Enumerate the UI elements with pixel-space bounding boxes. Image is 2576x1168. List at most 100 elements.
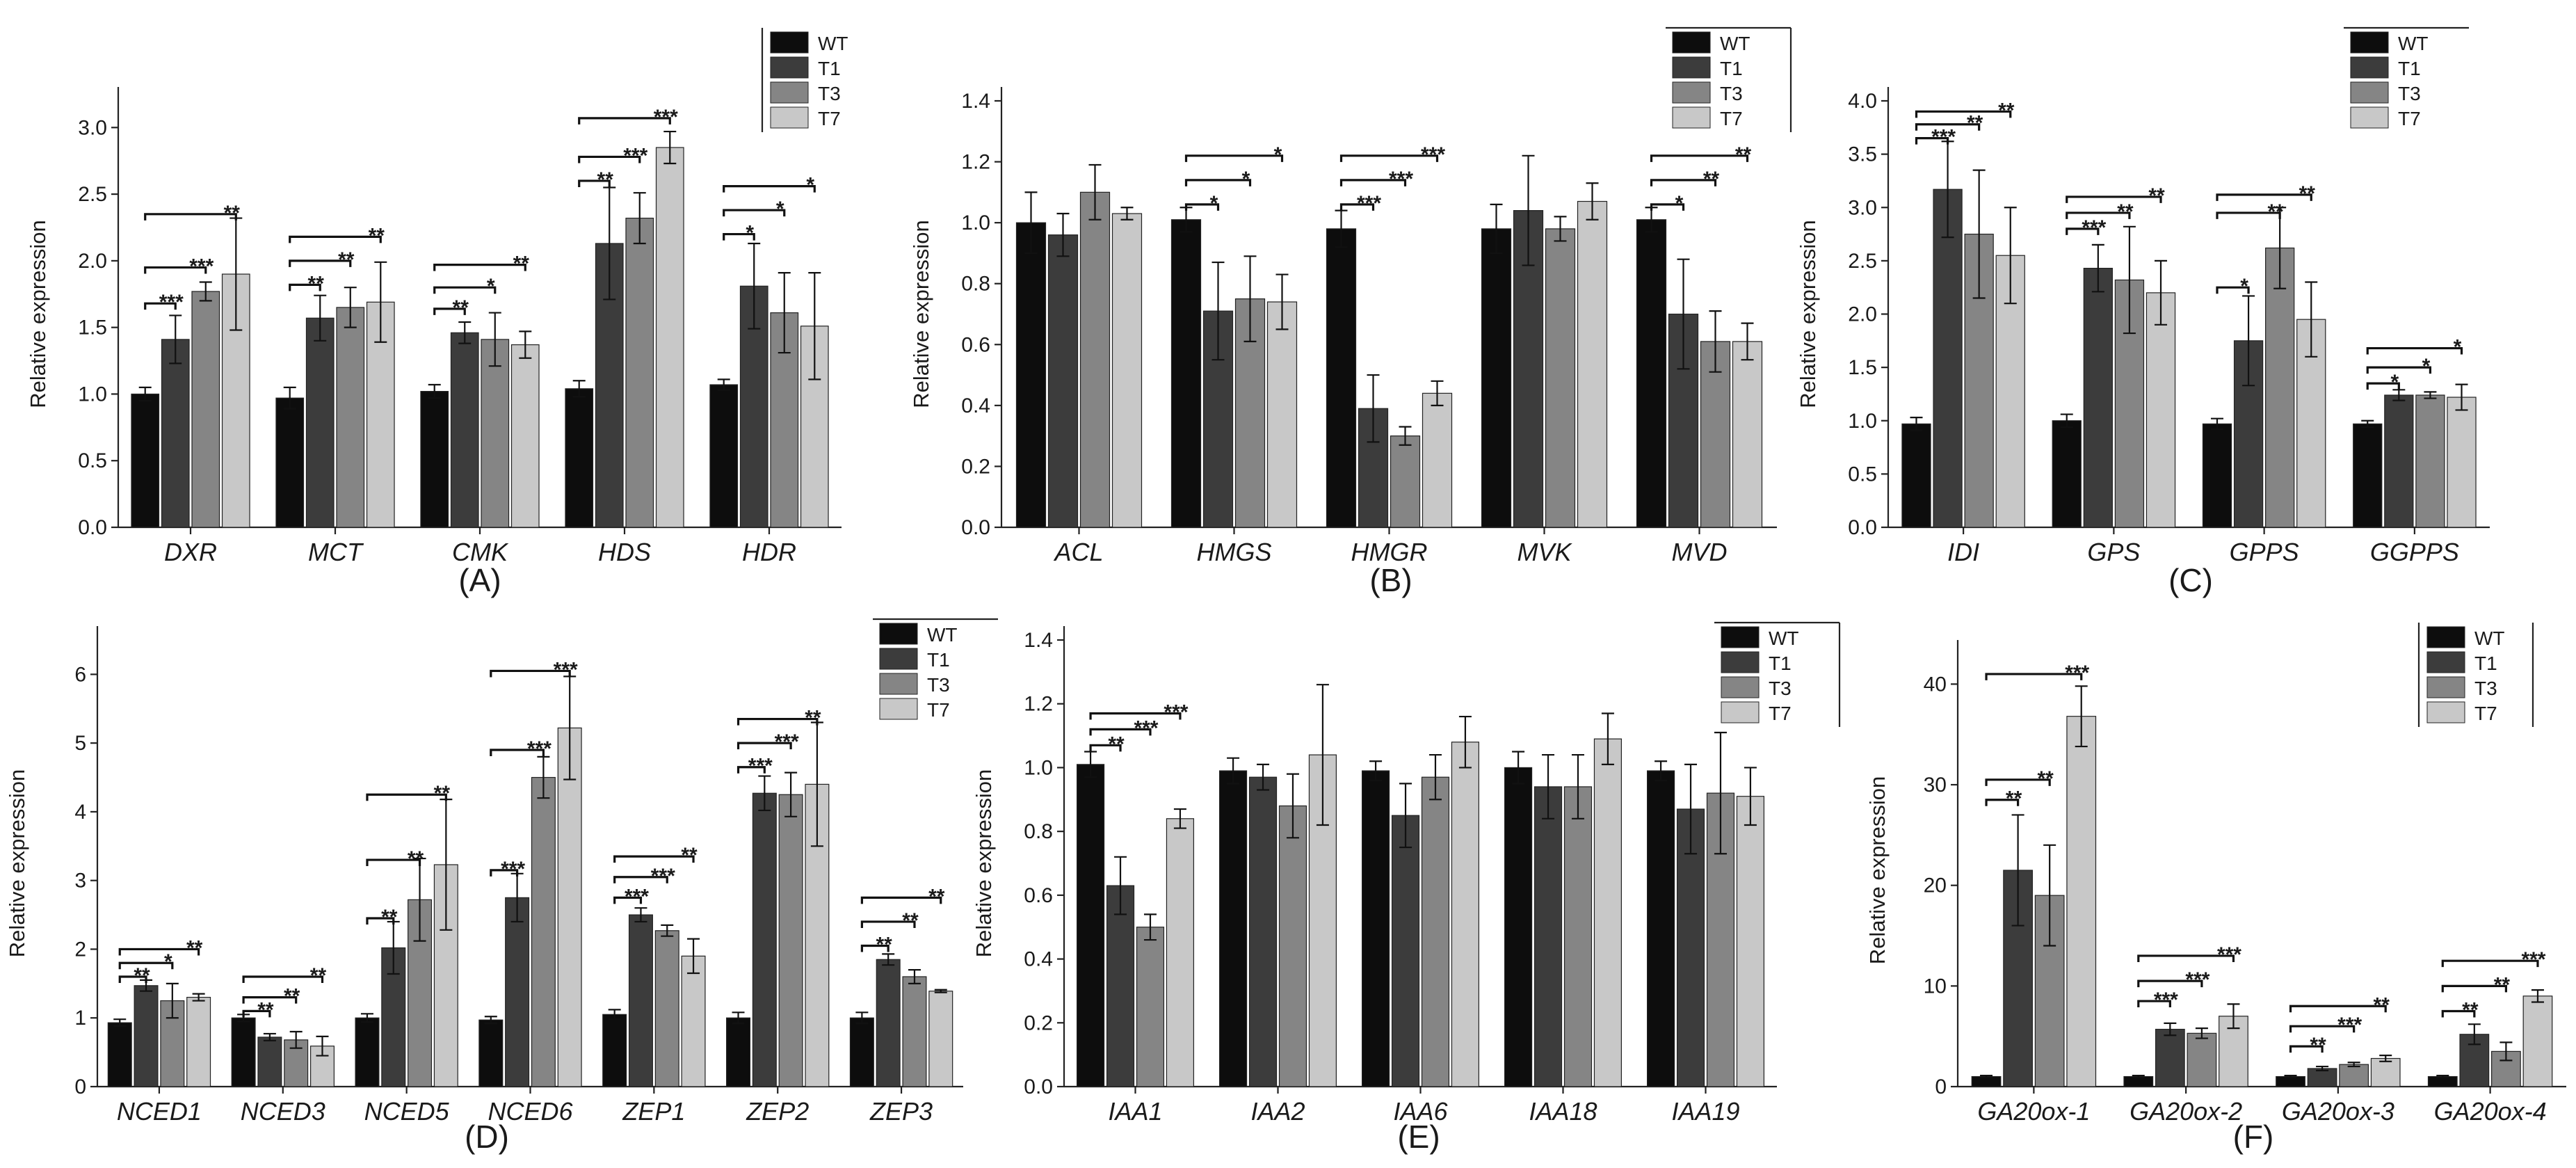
category-label: HMGR <box>1351 538 1428 566</box>
legend: WT T1 T3 T7 <box>1666 26 1792 132</box>
bar-wt <box>1326 228 1357 528</box>
category-label: IAA1 <box>1108 1097 1162 1126</box>
bar-t7 <box>2447 397 2477 528</box>
significance-bracket <box>490 669 571 678</box>
bar-wt <box>1901 423 1931 528</box>
significance-bracket <box>2216 193 2312 201</box>
legend-label: T7 <box>1769 703 1792 724</box>
bar-t3 <box>2187 1032 2217 1087</box>
bar-t1 <box>1533 786 1563 1087</box>
significance-label: ** <box>369 224 385 247</box>
legend-label: T1 <box>1720 58 1743 79</box>
bar-t7 <box>1308 754 1337 1087</box>
significance-label: *** <box>623 144 647 167</box>
legend-label: T7 <box>927 699 950 721</box>
significance-label: ** <box>284 985 300 1008</box>
significance-bracket <box>2216 211 2281 219</box>
bar-t1 <box>505 897 530 1087</box>
y-tick-label: 4 <box>74 801 86 824</box>
legend-label: WT <box>1720 33 1750 54</box>
category-label: GA20ox-1 <box>1977 1097 2090 1126</box>
bar-t1 <box>1047 234 1079 528</box>
significance-bracket <box>1339 154 1439 162</box>
panel-5: 0 10 20 30 40 Relative expression GA20ox-1 GA20… <box>1865 623 2566 1155</box>
significance-bracket <box>118 961 174 970</box>
bar-wt <box>726 1017 751 1087</box>
significance-bracket <box>2137 954 2235 962</box>
y-tick-label: 1.2 <box>1024 693 1053 716</box>
y-axis-title: Relative expression <box>909 220 933 408</box>
significance-bracket <box>118 975 147 983</box>
category-label: MVK <box>1517 538 1572 566</box>
bar-wt <box>1504 767 1533 1087</box>
category-label: IAA19 <box>1671 1097 1739 1126</box>
significance-label: *** <box>2521 948 2545 971</box>
bar-wt <box>1481 228 1512 528</box>
legend-swatch-t1 <box>879 648 918 670</box>
legend-label: T7 <box>2474 703 2497 724</box>
bar-t3 <box>1136 927 1165 1087</box>
significance-bracket <box>490 749 545 757</box>
significance-bracket <box>242 975 324 983</box>
category-label: HDR <box>742 538 796 566</box>
significance-label: *** <box>1164 701 1188 723</box>
bar-t7 <box>681 955 706 1087</box>
significance-bracket <box>2066 211 2131 219</box>
significance-bracket <box>2441 1009 2476 1018</box>
bar-t3 <box>1421 776 1450 1087</box>
significance-label: ** <box>2374 993 2390 1016</box>
y-tick-label: 1.0 <box>961 211 990 234</box>
category-label: IAA6 <box>1393 1097 1448 1126</box>
legend-swatch-t3 <box>1721 676 1760 698</box>
significance-label: * <box>2240 275 2248 298</box>
bar-t7 <box>1266 301 1298 528</box>
significance-bracket <box>2289 1025 2356 1033</box>
y-tick-label: 6 <box>74 663 86 686</box>
y-tick-label: 3 <box>74 870 86 893</box>
category-label: IAA18 <box>1529 1097 1597 1126</box>
bar-t1 <box>1933 189 1963 528</box>
significance-label: ** <box>681 844 698 867</box>
significance-bracket <box>490 869 519 877</box>
significance-bracket <box>1339 203 1375 211</box>
significance-bracket <box>860 896 942 904</box>
significance-bracket <box>289 283 321 291</box>
bar-t7 <box>1451 742 1479 1087</box>
y-axis-title: Relative expression <box>972 769 996 958</box>
y-tick-label: 0.6 <box>1024 884 1053 907</box>
significance-label: ** <box>876 934 892 957</box>
significance-bracket <box>613 855 695 863</box>
bar-t1 <box>876 959 901 1087</box>
significance-bracket <box>366 917 395 925</box>
y-tick-label: 0.5 <box>78 449 107 472</box>
bar-t1 <box>1106 885 1135 1087</box>
significance-bracket <box>2066 195 2162 203</box>
significance-label: *** <box>2065 662 2089 685</box>
bar-wt <box>2353 423 2383 528</box>
significance-label: *** <box>1931 126 1956 149</box>
significance-bracket <box>1650 154 1749 162</box>
y-tick-label: 0 <box>1935 1075 1947 1098</box>
bar-t7 <box>557 727 582 1087</box>
bar-t1 <box>257 1037 282 1087</box>
bar-t3 <box>1563 786 1593 1087</box>
significance-bracket <box>1089 712 1182 720</box>
significance-label: * <box>164 950 172 973</box>
bar-t7 <box>1593 738 1622 1087</box>
significance-bracket <box>366 793 447 801</box>
significance-label: ** <box>1108 733 1125 755</box>
significance-label: *** <box>159 291 184 314</box>
category-label: NCED1 <box>117 1097 202 1126</box>
significance-bracket <box>366 858 421 867</box>
significance-label: *** <box>189 255 214 278</box>
significance-label: ** <box>2037 767 2054 790</box>
legend-swatch-wt <box>770 31 809 54</box>
y-tick-label: 1.5 <box>1848 356 1877 379</box>
legend-swatch-wt <box>1721 626 1760 648</box>
significance-label: ** <box>597 168 614 191</box>
category-label: MVD <box>1672 538 1728 566</box>
panel-label: (D) <box>465 1119 509 1155</box>
legend-swatch-wt <box>1672 31 1711 54</box>
significance-bracket <box>1184 179 1252 186</box>
